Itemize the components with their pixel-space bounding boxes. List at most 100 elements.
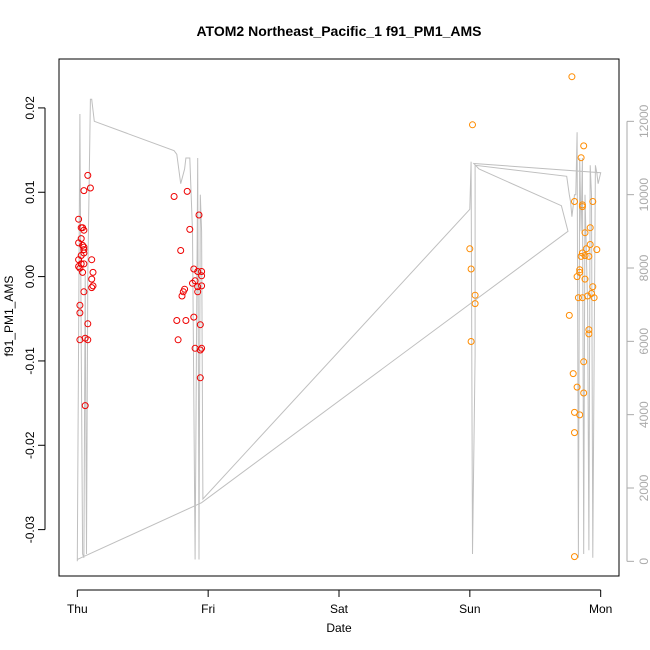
point-s1-19 xyxy=(577,154,585,162)
point-s1-25 xyxy=(580,142,588,150)
point-s0-21 xyxy=(80,288,88,296)
point-s1-26 xyxy=(580,389,588,397)
point-s1-7 xyxy=(568,73,576,81)
point-s0-16 xyxy=(80,187,88,195)
point-s0-49 xyxy=(194,283,202,291)
point-s1-0 xyxy=(466,245,474,253)
point-s0-41 xyxy=(183,187,191,195)
point-s0-48 xyxy=(194,288,202,296)
point-s1-31 xyxy=(582,245,590,253)
point-s1-39 xyxy=(589,198,597,205)
point-s0-46 xyxy=(190,313,198,321)
point-s0-11 xyxy=(77,260,85,268)
point-s0-12 xyxy=(79,268,87,276)
plot-frame xyxy=(58,58,620,577)
point-s0-58 xyxy=(198,282,206,290)
point-s0-56 xyxy=(198,272,206,280)
chart-title: ATOM2 Northeast_Pacific_1 f91_PM1_AMS xyxy=(196,23,481,39)
point-s1-15 xyxy=(574,294,582,302)
secondary-line xyxy=(76,98,602,562)
point-s0-20 xyxy=(80,260,88,268)
x-tick-label: Mon xyxy=(589,602,612,616)
x-axis: Thu Fri Sat Sun Mon xyxy=(67,589,612,616)
x-tick-label: Sat xyxy=(330,602,349,616)
point-s0-50 xyxy=(194,268,202,275)
point-s1-30 xyxy=(581,275,589,283)
y-tick-label: -0.03 xyxy=(23,516,37,544)
point-s0-26 xyxy=(84,171,92,179)
y2-tick-label: 6000 xyxy=(637,328,650,355)
y2-tick-label: 10000 xyxy=(637,178,650,212)
point-s0-33 xyxy=(170,193,178,200)
point-s0-23 xyxy=(81,402,89,410)
point-s0-30 xyxy=(88,284,96,292)
y-tick-label: 0.02 xyxy=(23,96,37,120)
point-s0-9 xyxy=(77,235,85,243)
point-s1-35 xyxy=(585,252,593,260)
point-s0-57 xyxy=(198,268,206,275)
point-s0-6 xyxy=(76,309,84,317)
point-s1-20 xyxy=(577,252,585,260)
point-s0-40 xyxy=(182,317,190,324)
point-s0-18 xyxy=(80,246,88,254)
point-s1-1 xyxy=(467,265,475,273)
y-tick-label: -0.01 xyxy=(23,347,37,375)
point-s1-33 xyxy=(585,326,593,334)
point-s1-16 xyxy=(576,411,584,419)
point-s1-17 xyxy=(576,266,584,274)
point-s0-52 xyxy=(196,321,204,329)
point-s0-28 xyxy=(88,256,96,264)
point-s0-34 xyxy=(173,317,181,324)
secondary-series xyxy=(76,98,602,562)
point-s1-37 xyxy=(586,224,594,232)
x-axis-label: Date xyxy=(326,621,352,635)
point-s1-9 xyxy=(571,198,578,205)
point-s1-8 xyxy=(569,370,577,378)
point-s1-36 xyxy=(586,241,594,248)
point-s0-55 xyxy=(196,374,204,382)
point-s1-41 xyxy=(590,294,598,302)
point-s0-31 xyxy=(89,268,97,276)
point-s1-14 xyxy=(573,383,581,391)
y-tick-label: 0.01 xyxy=(23,180,37,204)
point-s0-17 xyxy=(80,226,88,234)
point-s0-25 xyxy=(84,336,92,344)
point-s1-28 xyxy=(581,229,589,237)
point-s0-0 xyxy=(75,215,83,223)
x-tick-label: Thu xyxy=(67,602,88,616)
point-s1-42 xyxy=(593,246,601,254)
point-s1-40 xyxy=(589,283,597,291)
point-s0-45 xyxy=(191,277,199,285)
y2-tick-label: 2000 xyxy=(637,474,650,501)
point-s0-35 xyxy=(174,336,182,344)
y-axis-right: 0 2000 4000 6000 8000 10000 12000 xyxy=(626,104,650,565)
point-s1-5 xyxy=(471,300,479,308)
point-s1-29 xyxy=(581,252,589,259)
y2-tick-label: 0 xyxy=(637,558,650,565)
y-axis-left: -0.03 -0.02 -0.01 0.00 0.01 0.02 xyxy=(23,96,46,544)
point-s1-27 xyxy=(580,358,588,366)
x-tick-label: Fri xyxy=(201,602,215,616)
point-s0-14 xyxy=(79,241,87,249)
point-s0-51 xyxy=(195,211,203,219)
x-tick-label: Sun xyxy=(459,602,480,616)
scatter-points xyxy=(75,73,601,561)
point-s1-34 xyxy=(585,330,593,338)
point-s1-6 xyxy=(565,311,573,319)
point-s0-54 xyxy=(198,344,206,352)
point-s0-42 xyxy=(186,225,194,233)
point-s1-22 xyxy=(578,203,586,211)
point-s1-12 xyxy=(571,553,578,561)
point-s1-2 xyxy=(467,338,475,345)
point-s0-27 xyxy=(86,184,94,192)
point-s0-37 xyxy=(178,292,186,300)
point-s0-24 xyxy=(84,320,92,328)
point-s0-19 xyxy=(80,249,88,257)
y-axis-label: f91_PM1_AMS xyxy=(2,276,16,357)
point-s1-3 xyxy=(469,121,476,129)
y-tick-label: -0.02 xyxy=(23,431,37,459)
y-tick-label: 0.00 xyxy=(23,265,37,289)
point-s1-11 xyxy=(571,429,578,437)
point-s0-29 xyxy=(88,275,96,283)
